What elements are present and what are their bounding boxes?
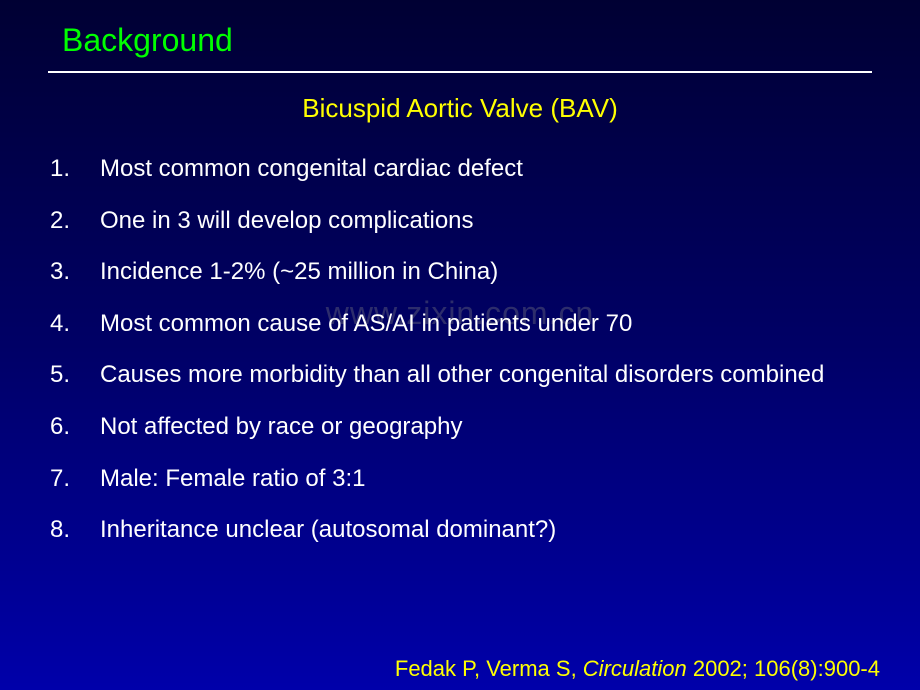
slide-title: Background [0,0,920,59]
list-item: Most common congenital cardiac defect [50,152,870,186]
citation-journal: Circulation [583,656,687,681]
list-item: Inheritance unclear (autosomal dominant?… [50,513,870,547]
list-item: Causes more morbidity than all other con… [50,358,870,392]
subtitle-text: Bicuspid Aortic Valve (BAV) [302,93,618,123]
citation-rest: 2002; 106(8):900-4 [687,656,880,681]
list-item: Not affected by race or geography [50,410,870,444]
list-item: Male: Female ratio of 3:1 [50,462,870,496]
citation: Fedak P, Verma S, Circulation 2002; 106(… [395,656,880,682]
list-container: Most common congenital cardiac defect On… [0,124,920,547]
citation-authors: Fedak P, Verma S, [395,656,583,681]
list-item: One in 3 will develop complications [50,204,870,238]
numbered-list: Most common congenital cardiac defect On… [50,152,870,547]
subtitle-container: Bicuspid Aortic Valve (BAV) [0,93,920,124]
list-item: Most common cause of AS/AI in patients u… [50,307,870,341]
title-divider [48,71,872,73]
list-item: Incidence 1-2% (~25 million in China) [50,255,870,289]
